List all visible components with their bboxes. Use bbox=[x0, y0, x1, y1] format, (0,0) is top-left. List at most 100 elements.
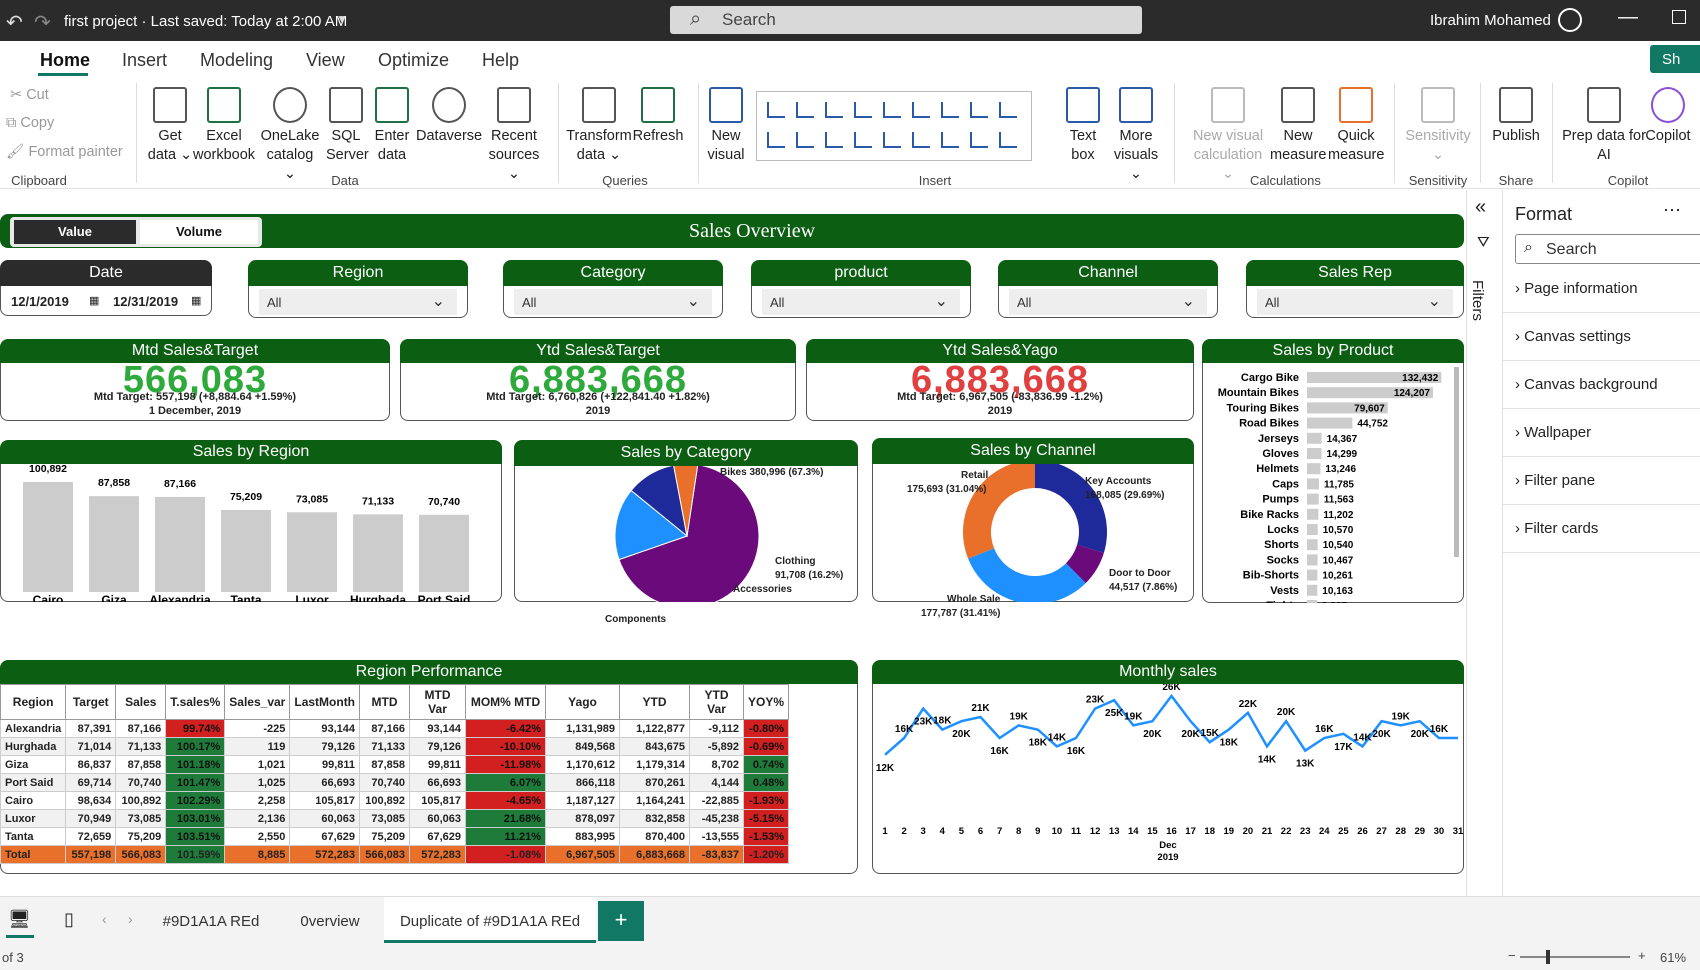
cut-button[interactable]: ✂ Cut bbox=[10, 87, 49, 103]
zoom-out-icon[interactable]: − bbox=[1508, 948, 1516, 963]
product-dropdown[interactable]: All ⌄ bbox=[762, 289, 960, 315]
visual-type-icon[interactable] bbox=[796, 102, 814, 118]
copilot-button[interactable]: Copilot bbox=[1640, 87, 1696, 146]
format-section[interactable]: › Filter cards bbox=[1515, 520, 1598, 537]
table-row[interactable]: Port Said 69,714 70,740 101.47% 1,025 66,693 7… bbox=[0, 773, 790, 792]
tab-view[interactable]: View bbox=[306, 50, 345, 70]
tab-page-1[interactable]: #9D1A1A REd bbox=[162, 913, 260, 930]
zoom-slider-thumb[interactable] bbox=[1546, 950, 1550, 964]
copy-button[interactable]: ⧉ Copy bbox=[6, 115, 55, 131]
new-visual-calculation-button[interactable]: New visual calculation ⌄ bbox=[1190, 87, 1266, 184]
visual-gallery[interactable] bbox=[756, 91, 1032, 161]
table-row[interactable]: Alexandria 87,391 87,166 99.74% -225 93,144 87… bbox=[0, 719, 790, 738]
table-row[interactable]: Tanta 72,659 75,209 103.51% 2,550 67,629 75,20… bbox=[0, 827, 790, 846]
tab-help[interactable]: Help bbox=[482, 50, 520, 70]
column-header[interactable]: MTD bbox=[359, 684, 411, 720]
chevron-down-icon[interactable]: ▼ bbox=[336, 12, 348, 26]
visual-type-icon[interactable] bbox=[796, 132, 814, 148]
global-search[interactable]: ⌕ Search bbox=[670, 6, 1142, 34]
share-button[interactable]: Sh bbox=[1650, 45, 1700, 73]
format-section[interactable]: › Wallpaper bbox=[1515, 424, 1598, 441]
visual-type-icon[interactable] bbox=[912, 102, 930, 118]
tab-modeling[interactable]: Modeling bbox=[200, 50, 274, 70]
zoom-in-icon[interactable]: + bbox=[1638, 948, 1646, 963]
total-row[interactable]: Total 557,198 566,083 101.59% 8,885 572,283 56… bbox=[0, 845, 790, 864]
visual-type-icon[interactable] bbox=[999, 102, 1017, 118]
format-section[interactable]: › Page information bbox=[1515, 280, 1638, 297]
more-options-icon[interactable]: ⋯ bbox=[1663, 200, 1681, 220]
visual-type-icon[interactable] bbox=[825, 132, 843, 148]
visual-type-icon[interactable] bbox=[970, 102, 988, 118]
visual-type-icon[interactable] bbox=[854, 102, 872, 118]
table-row[interactable]: Giza 86,837 87,858 101.18% 1,021 99,811 87,858… bbox=[0, 755, 790, 774]
column-header[interactable]: YOY% bbox=[743, 684, 790, 720]
tab-home[interactable]: Home bbox=[40, 50, 91, 70]
table-row[interactable]: Cairo 98,634 100,892 102.29% 2,258 105,817 100… bbox=[0, 791, 790, 810]
get-data-button[interactable]: Get data ⌄ bbox=[144, 87, 196, 165]
category-dropdown[interactable]: All ⌄ bbox=[514, 289, 712, 315]
enter-data-button[interactable]: Enter data bbox=[372, 87, 412, 165]
minimize-icon[interactable]: — bbox=[1618, 6, 1638, 28]
text-box-button[interactable]: Text box bbox=[1062, 87, 1104, 165]
maximize-icon[interactable] bbox=[1672, 10, 1686, 24]
tab-page-2[interactable]: 0verview bbox=[300, 913, 360, 930]
format-search[interactable]: ⌕ Search bbox=[1515, 234, 1700, 264]
column-header[interactable]: Sales bbox=[115, 684, 167, 720]
new-measure-button[interactable]: New measure bbox=[1270, 87, 1326, 165]
more-visuals-button[interactable]: More visuals ⌄ bbox=[1108, 87, 1164, 184]
next-page-icon[interactable]: › bbox=[128, 911, 133, 927]
filter-icon[interactable]: ⛛ bbox=[1477, 234, 1490, 251]
toggle-volume[interactable]: Volume bbox=[140, 220, 258, 244]
region-dropdown[interactable]: All ⌄ bbox=[259, 289, 457, 315]
date-from[interactable]: 12/1/2019 bbox=[11, 294, 69, 309]
prep-data-ai-button[interactable]: Prep data for AI bbox=[1558, 87, 1650, 165]
publish-button[interactable]: Publish bbox=[1488, 87, 1544, 146]
table-row[interactable]: Luxor 70,949 73,085 103.01% 2,136 60,063 73,08… bbox=[0, 809, 790, 828]
column-header[interactable]: Sales_var bbox=[224, 684, 291, 720]
tab-insert[interactable]: Insert bbox=[122, 50, 168, 70]
prev-page-icon[interactable]: ‹ bbox=[102, 911, 107, 927]
format-section[interactable]: › Filter pane bbox=[1515, 472, 1595, 489]
visual-type-icon[interactable] bbox=[941, 132, 959, 148]
avatar[interactable] bbox=[1558, 8, 1582, 32]
column-header[interactable]: MTD Var bbox=[409, 684, 467, 720]
recent-sources-button[interactable]: Recent sources ⌄ bbox=[486, 87, 542, 184]
zoom-slider[interactable] bbox=[1520, 956, 1630, 958]
column-header[interactable]: MOM% MTD bbox=[465, 684, 547, 720]
format-section[interactable]: › Canvas background bbox=[1515, 376, 1658, 393]
calendar-icon[interactable]: ▦ bbox=[191, 295, 202, 307]
slicer-date[interactable]: 12/1/2019 ▦ 12/31/2019 ▦ bbox=[0, 286, 212, 316]
excel-workbook-button[interactable]: Excel workbook bbox=[192, 87, 256, 165]
visual-type-icon[interactable] bbox=[767, 132, 785, 148]
collapse-icon[interactable]: « bbox=[1475, 196, 1487, 218]
visual-type-icon[interactable] bbox=[854, 132, 872, 148]
transform-data-button[interactable]: Transform data ⌄ bbox=[566, 87, 632, 165]
onelake-button[interactable]: OneLake catalog ⌄ bbox=[260, 87, 320, 184]
visual-type-icon[interactable] bbox=[883, 102, 901, 118]
user-name[interactable]: Ibrahim Mohamed bbox=[1430, 12, 1551, 29]
add-page-button[interactable]: + bbox=[598, 901, 644, 941]
visual-type-icon[interactable] bbox=[825, 102, 843, 118]
format-painter-button[interactable]: 🖌 Format painter bbox=[6, 144, 123, 160]
sales-rep-dropdown[interactable]: All ⌄ bbox=[1257, 289, 1453, 315]
visual-type-icon[interactable] bbox=[912, 132, 930, 148]
filters-label[interactable]: Filters bbox=[1469, 280, 1486, 321]
column-header[interactable]: YTD bbox=[619, 684, 691, 720]
undo-icon[interactable]: ↶ bbox=[6, 12, 23, 34]
table-row[interactable]: Hurghada 71,014 71,133 100.17% 119 79,126 71,1… bbox=[0, 737, 790, 756]
sql-server-button[interactable]: SQL Server bbox=[326, 87, 369, 165]
visual-type-icon[interactable] bbox=[883, 132, 901, 148]
column-header[interactable]: YTD Var bbox=[689, 684, 745, 720]
refresh-button[interactable]: Refresh bbox=[632, 87, 684, 146]
quick-measure-button[interactable]: Quick measure bbox=[1328, 87, 1384, 165]
sensitivity-button[interactable]: Sensitivity ⌄ bbox=[1400, 87, 1476, 165]
column-header[interactable]: T.sales% bbox=[165, 684, 226, 720]
column-header[interactable]: Yago bbox=[545, 684, 621, 720]
visual-type-icon[interactable] bbox=[970, 132, 988, 148]
format-section[interactable]: › Canvas settings bbox=[1515, 328, 1631, 345]
channel-dropdown[interactable]: All ⌄ bbox=[1009, 289, 1207, 315]
tab-optimize[interactable]: Optimize bbox=[378, 50, 450, 70]
column-header[interactable]: Target bbox=[65, 684, 117, 720]
column-header[interactable]: LastMonth bbox=[289, 684, 361, 720]
tab-page-3[interactable]: Duplicate of #9D1A1A REd bbox=[384, 897, 596, 943]
